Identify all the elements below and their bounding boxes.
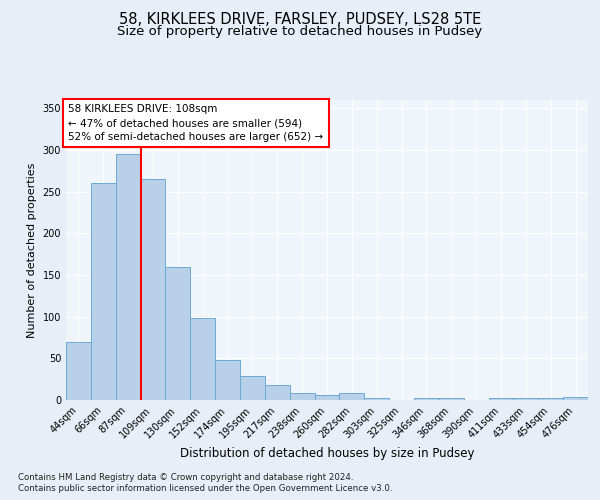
- Bar: [563, 396, 588, 400]
- Text: 58, KIRKLEES DRIVE, FARSLEY, PUDSEY, LS28 5TE: 58, KIRKLEES DRIVE, FARSLEY, PUDSEY, LS2…: [119, 12, 481, 28]
- Bar: [538, 398, 563, 400]
- Bar: [116, 154, 140, 400]
- Bar: [190, 318, 215, 400]
- Bar: [140, 179, 166, 400]
- Y-axis label: Number of detached properties: Number of detached properties: [27, 162, 37, 338]
- Text: Contains public sector information licensed under the Open Government Licence v3: Contains public sector information licen…: [18, 484, 392, 493]
- Bar: [166, 266, 190, 400]
- Bar: [364, 398, 389, 400]
- X-axis label: Distribution of detached houses by size in Pudsey: Distribution of detached houses by size …: [180, 446, 474, 460]
- Bar: [265, 385, 290, 400]
- Bar: [439, 398, 464, 400]
- Bar: [66, 342, 91, 400]
- Bar: [240, 376, 265, 400]
- Text: Size of property relative to detached houses in Pudsey: Size of property relative to detached ho…: [118, 25, 482, 38]
- Bar: [414, 398, 439, 400]
- Bar: [514, 398, 538, 400]
- Bar: [290, 392, 314, 400]
- Bar: [314, 395, 340, 400]
- Bar: [215, 360, 240, 400]
- Bar: [91, 184, 116, 400]
- Bar: [488, 398, 514, 400]
- Bar: [340, 394, 364, 400]
- Text: 58 KIRKLEES DRIVE: 108sqm
← 47% of detached houses are smaller (594)
52% of semi: 58 KIRKLEES DRIVE: 108sqm ← 47% of detac…: [68, 104, 323, 142]
- Text: Contains HM Land Registry data © Crown copyright and database right 2024.: Contains HM Land Registry data © Crown c…: [18, 472, 353, 482]
